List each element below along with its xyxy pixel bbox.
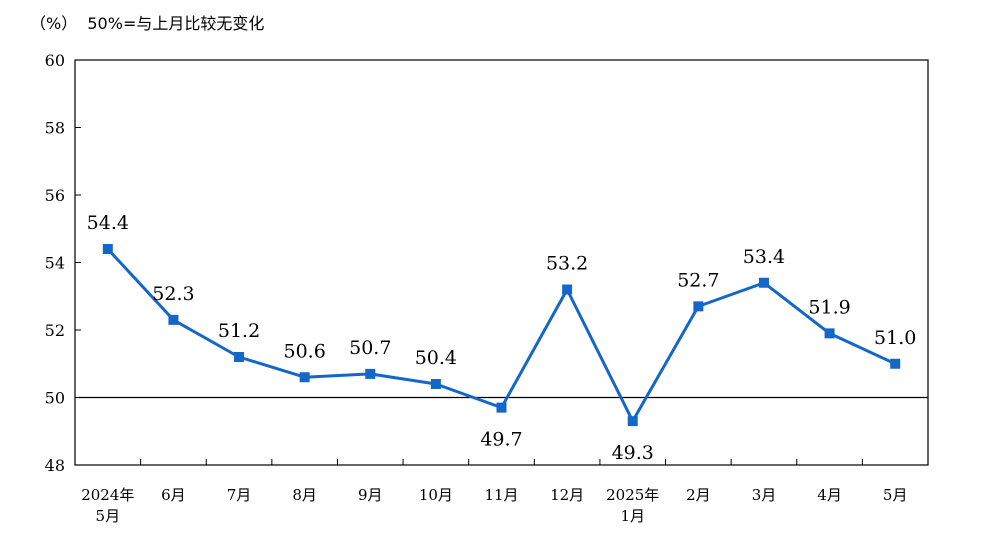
data-label: 49.3 (612, 442, 654, 464)
data-label: 53.2 (546, 253, 588, 275)
data-label: 49.7 (480, 429, 522, 451)
data-point (627, 416, 638, 427)
data-point (102, 244, 113, 254)
data-label: 50.4 (415, 347, 457, 369)
data-label: 52.7 (677, 269, 719, 291)
y-tick-label: 60 (45, 51, 65, 70)
data-point (365, 368, 376, 379)
x-tick-label: 5月 (883, 486, 908, 504)
data-point (758, 277, 769, 288)
data-label: 50.6 (283, 340, 325, 362)
y-tick-label: 48 (45, 456, 65, 475)
data-point (430, 379, 441, 389)
x-tick-label: 3月 (752, 486, 777, 504)
data-label: 50.7 (349, 337, 391, 359)
x-tick-label: 1月 (620, 507, 645, 525)
x-tick-label: 6月 (161, 486, 186, 504)
unit-note: （%） 50%=与上月比较无变化 (30, 14, 265, 33)
x-tick-label: 4月 (817, 486, 842, 504)
data-label: 51.9 (808, 296, 850, 318)
x-tick-label: 2月 (686, 486, 711, 504)
data-point (890, 358, 901, 369)
data-label: 51.2 (218, 320, 260, 342)
y-tick-label: 54 (45, 254, 65, 273)
y-tick-label: 52 (45, 321, 65, 340)
x-tick-label: 12月 (550, 486, 584, 504)
data-point (299, 372, 310, 383)
data-label: 53.4 (743, 246, 785, 268)
data-point (168, 314, 179, 325)
x-tick-label: 7月 (227, 486, 252, 504)
x-tick-label: 9月 (358, 486, 383, 504)
data-point (824, 328, 835, 339)
data-point (562, 284, 573, 295)
data-point (234, 352, 245, 362)
x-tick-label: 2025年 (606, 486, 659, 504)
data-label: 52.3 (152, 283, 194, 305)
x-tick-label: 8月 (292, 486, 317, 504)
y-tick-label: 50 (45, 389, 65, 408)
y-tick-label: 58 (45, 119, 65, 138)
data-label: 54.4 (87, 212, 129, 234)
data-point (496, 402, 507, 413)
x-tick-label: 10月 (419, 486, 453, 504)
x-tick-label: 11月 (484, 486, 518, 504)
data-label: 51.0 (874, 327, 916, 349)
x-tick-label: 2024年 (81, 486, 134, 504)
x-tick-label: 5月 (96, 507, 121, 525)
data-point (693, 301, 704, 312)
y-tick-label: 56 (45, 186, 65, 205)
